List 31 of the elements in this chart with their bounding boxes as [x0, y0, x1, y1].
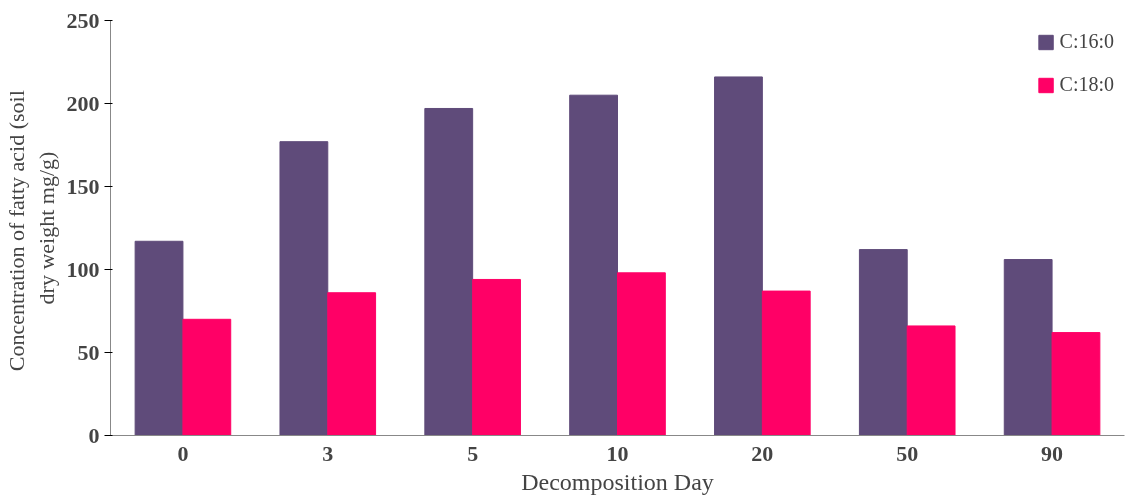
legend-label: C:16:0	[1059, 30, 1114, 53]
y-tick-label: 150	[66, 173, 100, 199]
y-tick-label: 200	[66, 90, 100, 116]
bar	[569, 94, 618, 436]
y-tick-label: 250	[66, 7, 100, 33]
bar	[858, 249, 908, 436]
x-tick-label: 50	[896, 440, 919, 466]
bar	[134, 240, 184, 436]
bar	[617, 272, 666, 436]
bar	[714, 76, 763, 436]
bar	[279, 141, 329, 436]
x-axis-title: Decomposition Day	[521, 468, 714, 495]
bar	[424, 107, 474, 436]
y-tick-label: 50	[77, 339, 100, 365]
y-tick-label: 100	[66, 256, 100, 282]
x-tick-label: 5	[467, 440, 479, 466]
bar	[182, 318, 232, 436]
bar	[906, 325, 956, 436]
bar	[1003, 259, 1053, 436]
bar	[327, 292, 377, 436]
x-tick-label: 90	[1041, 440, 1064, 466]
y-axis-title: Concentration of fatty acid (soil dry weight mg/g)	[3, 90, 59, 372]
x-tick-label: 10	[606, 440, 629, 466]
bar	[472, 278, 521, 436]
y-tick-label: 0	[88, 422, 100, 448]
bar	[761, 290, 811, 436]
x-tick-label: 0	[177, 440, 189, 466]
bar	[1051, 332, 1101, 436]
x-tick-label: 3	[322, 440, 334, 466]
legend-label: C:18:0	[1059, 73, 1114, 96]
x-tick-label: 20	[751, 440, 774, 466]
